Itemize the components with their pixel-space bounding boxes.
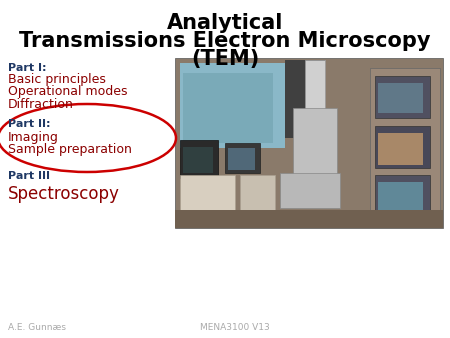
Bar xyxy=(280,173,340,208)
Text: Operational modes: Operational modes xyxy=(8,86,127,98)
Bar xyxy=(370,68,440,223)
Bar xyxy=(293,108,337,178)
Bar xyxy=(175,210,443,228)
Bar xyxy=(180,63,285,148)
Text: Diffraction: Diffraction xyxy=(8,97,74,111)
Text: A.E. Gunnæs: A.E. Gunnæs xyxy=(8,323,66,332)
Bar xyxy=(375,76,430,118)
Text: Spectroscopy: Spectroscopy xyxy=(8,185,120,203)
Bar xyxy=(175,58,443,228)
Text: Sample preparation: Sample preparation xyxy=(8,144,132,156)
Bar xyxy=(180,140,218,178)
Bar xyxy=(378,83,423,113)
Bar xyxy=(240,175,275,223)
Bar xyxy=(183,73,273,143)
Bar xyxy=(225,143,260,173)
Bar xyxy=(378,133,423,165)
Bar xyxy=(180,175,235,223)
Text: (TEM): (TEM) xyxy=(191,49,259,69)
Bar xyxy=(378,182,423,210)
Text: Part I:: Part I: xyxy=(8,63,46,73)
Text: Analytical: Analytical xyxy=(167,13,283,33)
Bar xyxy=(183,147,213,173)
Bar xyxy=(375,175,430,213)
Text: Part III: Part III xyxy=(8,171,50,181)
Bar xyxy=(285,60,325,138)
Bar xyxy=(228,148,255,170)
Text: Imaging: Imaging xyxy=(8,131,59,145)
Bar xyxy=(305,60,325,198)
Bar xyxy=(375,126,430,168)
Text: MENA3100 V13: MENA3100 V13 xyxy=(200,323,270,332)
Text: Transmissions Electron Microscopy: Transmissions Electron Microscopy xyxy=(19,31,431,51)
Text: Part II:: Part II: xyxy=(8,119,50,129)
Text: Basic principles: Basic principles xyxy=(8,73,106,87)
